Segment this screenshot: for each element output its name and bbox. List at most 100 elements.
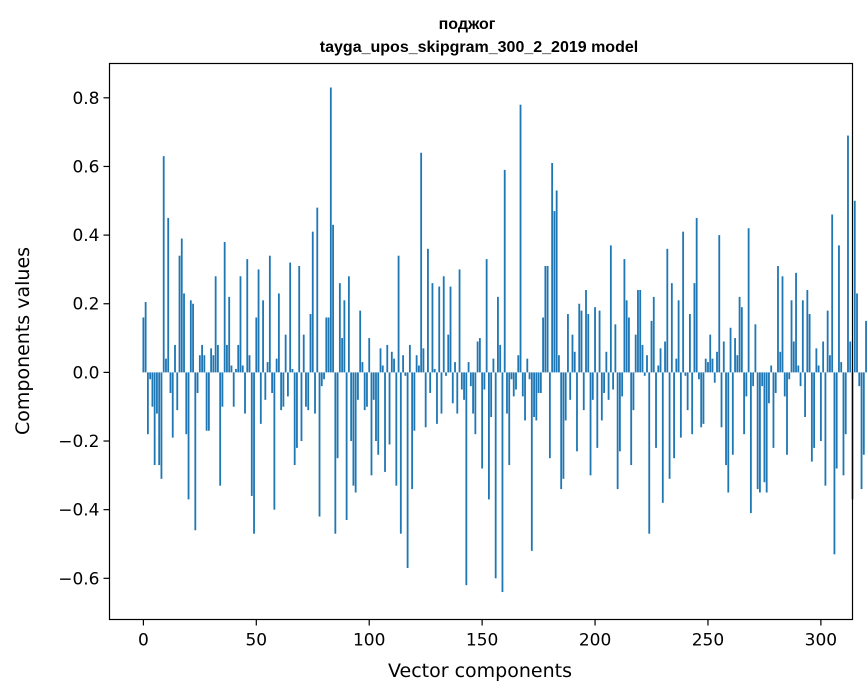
bar-130 [436, 372, 438, 424]
bar-9 [162, 156, 165, 373]
bar-102 [372, 372, 375, 400]
y-axis-label: Components values [12, 247, 34, 435]
bar-42 [237, 344, 240, 373]
bar-301 [822, 341, 825, 373]
bar-118 [408, 344, 411, 373]
bar-193 [578, 303, 581, 373]
bar-149 [478, 338, 481, 373]
bar-263 [736, 355, 739, 373]
bar-125 [424, 372, 427, 428]
bar-208 [612, 372, 615, 390]
bar-5 [153, 372, 156, 466]
bar-106 [381, 365, 384, 373]
bar-25 [198, 355, 201, 373]
bar-89 [343, 300, 346, 373]
bar-190 [571, 334, 574, 373]
bar-177 [542, 317, 545, 373]
bar-62 [282, 372, 285, 407]
bar-147 [474, 372, 477, 435]
bar-140 [458, 269, 461, 373]
bar-269 [749, 372, 752, 514]
bar-136 [449, 286, 452, 373]
bar-119 [411, 372, 414, 490]
bar-286 [788, 372, 791, 380]
bar-155 [492, 358, 495, 373]
bar-88 [341, 338, 344, 373]
y-tick-label: −0.2 [58, 432, 99, 452]
bar-248 [702, 372, 705, 424]
bar-199 [591, 372, 594, 400]
bar-234 [670, 283, 673, 373]
bar-83 [329, 87, 332, 373]
bar-221 [641, 344, 644, 373]
bar-229 [659, 348, 662, 373]
y-tick-label: −0.6 [58, 569, 99, 589]
x-tick-label: 50 [245, 631, 267, 651]
bar-129 [433, 368, 436, 373]
bar-260 [729, 327, 732, 373]
bar-298 [815, 348, 818, 373]
bar-105 [379, 348, 382, 373]
bar-49 [253, 372, 255, 534]
bar-257 [722, 341, 725, 373]
bar-46 [246, 259, 249, 373]
y-tick-label: 0.6 [72, 157, 99, 177]
bar-170 [526, 358, 529, 373]
bar-159 [501, 372, 504, 593]
x-tick-label: 100 [353, 631, 385, 651]
bar-295 [808, 314, 811, 373]
bar-252 [711, 358, 714, 373]
bar-41 [235, 368, 237, 373]
x-tick-label: 200 [579, 631, 611, 651]
bar-139 [456, 372, 459, 414]
bar-319 [862, 372, 865, 455]
bar-231 [664, 341, 666, 373]
bar-178 [544, 265, 547, 373]
bar-318 [860, 372, 863, 490]
bar-43 [239, 276, 242, 373]
bar-274 [761, 372, 764, 387]
bar-315 [853, 200, 856, 373]
bar-91 [347, 276, 350, 373]
bar-57 [271, 372, 274, 393]
bar-255 [718, 235, 721, 373]
bar-112 [395, 372, 398, 486]
bar-145 [469, 372, 472, 387]
bar-243 [691, 372, 694, 435]
bar-114 [399, 372, 402, 534]
bar-99 [366, 372, 368, 407]
bar-268 [747, 228, 750, 373]
bar-197 [587, 314, 590, 373]
bar-50 [255, 317, 258, 373]
y-tick-label: −0.4 [58, 501, 99, 521]
x-tick-label: 150 [466, 631, 498, 651]
bar-310 [842, 372, 845, 476]
bar-164 [512, 372, 515, 397]
bar-53 [262, 300, 264, 373]
bar-73 [307, 372, 310, 411]
bar-215 [628, 317, 630, 373]
bar-296 [810, 372, 813, 462]
bar-279 [772, 372, 775, 448]
bar-267 [745, 372, 748, 397]
bar-151 [483, 372, 486, 390]
bar-258 [725, 372, 727, 466]
bar-158 [499, 344, 502, 373]
bar-2 [146, 372, 149, 435]
bar-59 [275, 358, 278, 373]
bar-121 [415, 355, 418, 373]
bar-20 [187, 372, 190, 500]
bar-100 [368, 338, 371, 373]
bar-127 [429, 372, 432, 393]
bar-84 [332, 224, 334, 373]
bar-241 [686, 372, 689, 411]
bar-77 [316, 207, 319, 373]
bar-39 [230, 365, 233, 373]
bar-280 [774, 372, 777, 393]
bar-223 [646, 355, 648, 373]
bar-284 [783, 372, 786, 397]
bar-316 [856, 293, 858, 373]
bar-291 [799, 372, 802, 387]
bar-47 [248, 355, 251, 373]
bar-82 [327, 317, 330, 373]
